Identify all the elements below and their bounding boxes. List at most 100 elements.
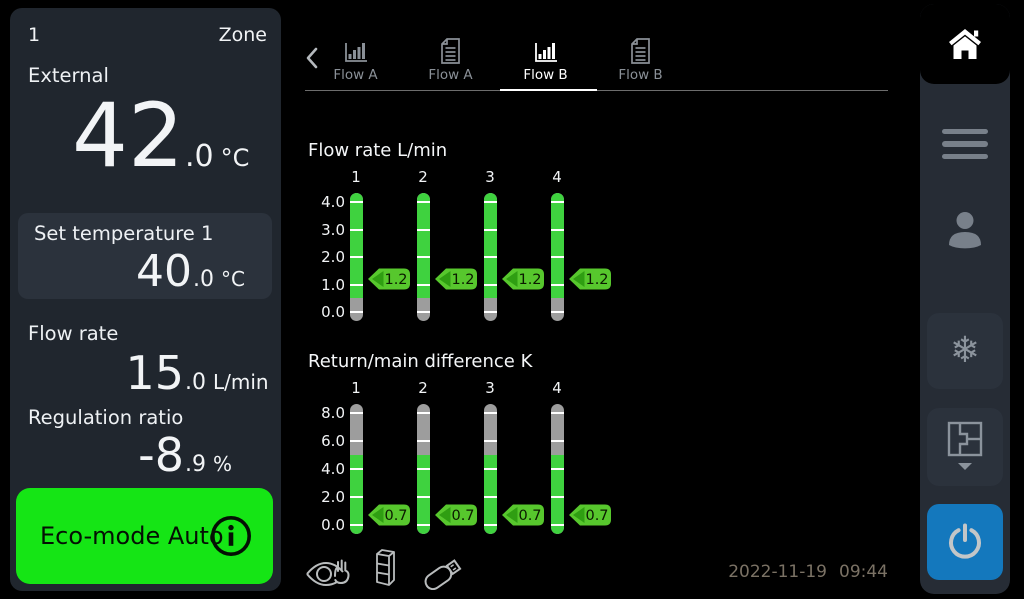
flow-rate-value: 15 .0 L/min (125, 346, 269, 400)
gauge-tick-line (349, 524, 363, 526)
gauge-bar (416, 193, 430, 321)
gauge-tick-line (416, 496, 430, 498)
set-temperature-value: 40 .0 °C (136, 246, 245, 297)
gauge-tick-line (483, 412, 497, 414)
menu-button[interactable] (920, 116, 1010, 172)
gauge-tick-line (349, 311, 363, 313)
gauge-value-tag: 0.7 (502, 504, 544, 526)
tab-label: Flow B (618, 66, 663, 83)
gauge-tick-line (416, 412, 430, 414)
bar-chart-icon (534, 42, 557, 62)
gauge-bar (349, 193, 363, 321)
external-label: External (28, 64, 109, 87)
gauge-tick-line (550, 496, 564, 498)
gauge-number-label: 4 (552, 379, 562, 397)
set-temperature-label: Set temperature 1 (34, 222, 214, 245)
external-temperature-value: 42 .0 °C (72, 84, 250, 187)
tab-bar: Flow A Flow A Flow B (308, 28, 688, 84)
gauge-tick-line (550, 440, 564, 442)
y-axis-tick-label: 6.0 (321, 432, 345, 450)
power-icon (949, 523, 981, 559)
tab-label: Flow A (333, 66, 378, 83)
zone-header: 1 Zone (28, 24, 267, 46)
gauge-green-zone (550, 455, 564, 534)
gauge-tick-line (416, 468, 430, 470)
gauge-value-tag: 1.2 (502, 268, 544, 290)
gauge-tick-line (416, 440, 430, 442)
gauge-tick-line (550, 412, 564, 414)
gauge-tick-line (550, 201, 564, 203)
gauge-number-label: 2 (418, 168, 428, 186)
eco-mode-button[interactable]: Eco-mode Auto (16, 488, 273, 584)
gauge-number-label: 2 (418, 379, 428, 397)
gauge-number-label: 3 (485, 379, 495, 397)
y-axis-tick-label: 1.0 (321, 275, 345, 294)
svg-text:0.7: 0.7 (518, 508, 541, 524)
user-button[interactable] (920, 200, 1010, 260)
gauge-tick-line (416, 311, 430, 313)
time-label: 09:44 (839, 562, 888, 582)
tab-label: Flow B (523, 66, 568, 83)
gauge-tick-line (349, 283, 363, 286)
gauge-value-tag: 1.2 (569, 268, 611, 290)
gauge-tick-line (483, 228, 497, 231)
set-temperature-card[interactable]: Set temperature 1 40 .0 °C (18, 213, 272, 299)
status-icon-row (305, 548, 467, 590)
gauge-tick-line (550, 283, 564, 286)
document-icon (441, 37, 460, 64)
home-icon (949, 29, 981, 59)
gauge-green-zone (416, 193, 430, 299)
date-label: 2022-11-19 (728, 562, 827, 582)
flow-rate-label: Flow rate (28, 322, 119, 345)
tab-flow-b-chart[interactable]: Flow B (498, 28, 593, 84)
chart-title: Flow rate L/min (308, 140, 448, 161)
y-axis-tick-label: 4.0 (321, 193, 345, 211)
svg-text:1.2: 1.2 (585, 272, 608, 288)
gauge-tick-line (416, 256, 430, 258)
gauge-tick-line (416, 283, 430, 286)
gauge-tick-line (550, 228, 564, 231)
gauge-green-zone (349, 455, 363, 534)
supervision-eye-hand-icon (306, 559, 350, 587)
gauge-green-zone (416, 455, 430, 534)
svg-text:1.2: 1.2 (384, 272, 407, 288)
bar-chart-icon (344, 42, 367, 62)
zone-label: Zone (218, 24, 267, 46)
y-axis-tick-label: 2.0 (321, 488, 345, 506)
tab-flow-a-report[interactable]: Flow A (403, 28, 498, 84)
y-axis-tick-label: 4.0 (321, 460, 345, 478)
gauge-tick-line (483, 496, 497, 498)
gauge-tick-line (349, 468, 363, 470)
svg-text:0.7: 0.7 (384, 508, 407, 524)
gauge-number-label: 3 (485, 168, 495, 186)
gauge-green-zone (483, 193, 497, 299)
back-chevron-icon[interactable] (304, 46, 320, 70)
gauge-tick-line (416, 524, 430, 526)
frost-protection-button[interactable]: ❄ (927, 313, 1003, 389)
info-icon (210, 515, 252, 557)
gauge-number-label: 1 (351, 379, 361, 397)
gauge-tick-line (483, 440, 497, 442)
gauge-bar (483, 404, 497, 534)
gauge-tick-line (416, 228, 430, 231)
regulation-ratio-value: -8 .9 % (138, 428, 233, 482)
zone-number: 1 (28, 24, 41, 46)
svg-text:1.2: 1.2 (451, 272, 474, 288)
gauge-bar (349, 404, 363, 534)
tab-label: Flow A (428, 66, 473, 83)
gauge-value-tag: 1.2 (435, 268, 477, 290)
floor-plan-icon (947, 421, 983, 470)
gauge-bar (550, 404, 564, 534)
svg-text:0.7: 0.7 (585, 508, 608, 524)
hamburger-icon (942, 128, 988, 160)
tab-flow-b-report[interactable]: Flow B (593, 28, 688, 84)
gauge-tick-line (483, 283, 497, 286)
gauge-number-label: 4 (552, 168, 562, 186)
zone-select-button[interactable] (927, 408, 1003, 486)
tab-flow-a-chart[interactable]: Flow A (308, 28, 403, 84)
gauge-green-zone (349, 193, 363, 299)
home-button[interactable] (920, 4, 1010, 84)
power-button[interactable] (927, 504, 1003, 580)
eco-mode-label: Eco-mode Auto (40, 522, 224, 550)
gauge-tick-line (550, 468, 564, 470)
